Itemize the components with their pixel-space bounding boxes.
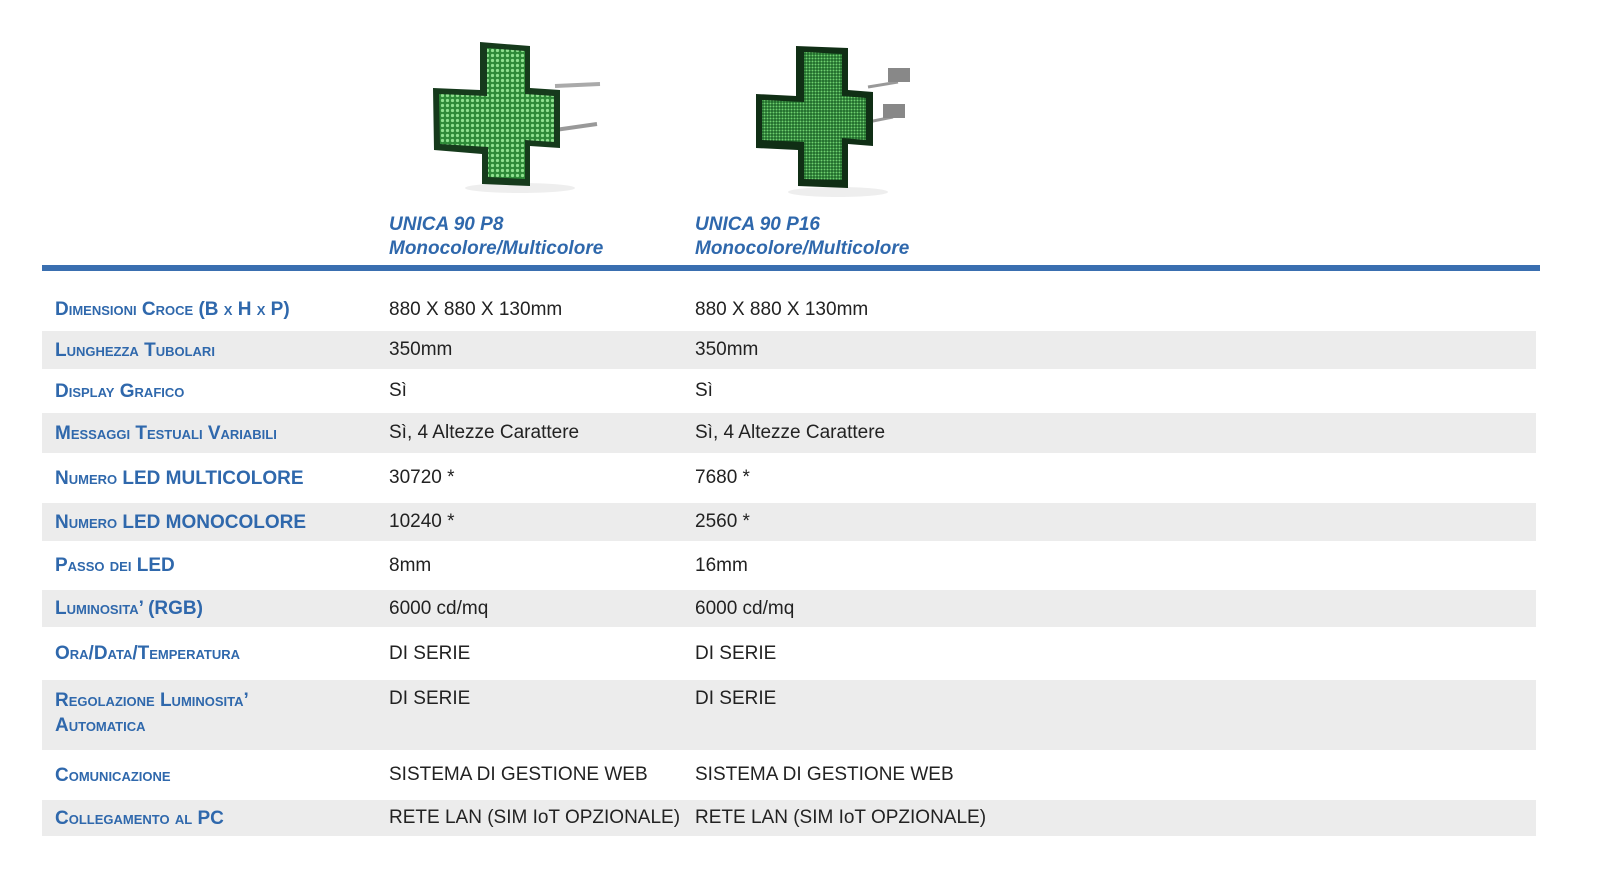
table-row: Numero LED MULTICOLORE 30720 * 7680 * [42,453,1536,503]
spec-table: Dimensioni Croce (B x H x P) 880 X 880 X … [42,288,1536,836]
value-p16: SISTEMA DI GESTIONE WEB [695,764,954,785]
row-label: Ora/Data/Temperatura [55,643,240,664]
value-p8: 30720 * [389,467,455,488]
value-p8: 8mm [389,554,432,576]
led-cross-p16-image [756,46,910,197]
value-p8: RETE LAN (SIM IoT OPZIONALE) [389,807,681,828]
value-p16: 6000 cd/mq [695,597,795,619]
table-row: Comunicazione SISTEMA DI GESTIONE WEB SIST… [42,750,1536,800]
table-row: Display Grafico Sì Sì [42,369,1536,413]
row-label: Comunicazione [55,764,171,786]
table-row: Regolazione Luminosita’ Automatica DI SER… [42,680,1536,750]
row-label: Numero LED MULTICOLORE [55,467,304,489]
row-label: Passo dei LED [55,555,175,576]
value-p8: 6000 cd/mq [389,597,489,619]
led-cross-p8-image [433,42,601,193]
product-header-p8: UNICA 90 P8 Monocolore/Multicolore [389,213,603,261]
value-p8: 350mm [389,339,453,360]
product-header-p16: UNICA 90 P16 Monocolore/Multicolore [695,213,909,261]
row-label: Luminosita’ (RGB) [55,598,203,619]
product-name: UNICA 90 P16 [695,214,820,235]
header-divider [42,265,1540,271]
value-p16: RETE LAN (SIM IoT OPZIONALE) [695,807,987,828]
table-row: Luminosita’ (RGB) 6000 cd/mq 6000 cd/mq [42,590,1536,627]
value-p8: Sì [389,380,407,401]
value-p16: DI SERIE [695,642,777,664]
value-p16: 16mm [695,554,748,576]
row-label: Numero LED MONOCOLORE [55,511,307,533]
value-p16: 880 X 880 X 130mm [695,298,869,320]
row-label: Dimensioni Croce (B x H x P) [55,299,290,320]
row-label: Messaggi Testuali Variabili [55,422,277,444]
table-row: Collegamento al PC RETE LAN (SIM IoT OPZI… [42,800,1536,836]
value-p8: DI SERIE [389,688,471,709]
value-p8: 880 X 880 X 130mm [389,298,563,320]
value-p16: 7680 * [695,467,750,488]
value-p8: 10240 * [389,511,455,532]
row-label: Collegamento al PC [55,807,224,829]
value-p8: Sì, 4 Altezze Carattere [389,422,580,443]
row-label: Display Grafico [55,380,185,402]
value-p8: SISTEMA DI GESTIONE WEB [389,764,648,785]
table-row: Dimensioni Croce (B x H x P) 880 X 880 X … [42,288,1536,331]
table-row: Numero LED MONOCOLORE 10240 * 2560 * [42,503,1536,541]
table-row: Messaggi Testuali Variabili Sì, 4 Altezze… [42,413,1536,453]
product-subtitle: Monocolore/Multicolore [695,238,910,259]
value-p16: 350mm [695,339,759,360]
value-p16: Sì [695,380,713,401]
value-p16: DI SERIE [695,688,777,709]
table-row: Lunghezza Tubolari 350mm 350mm [42,331,1536,369]
value-p16: 2560 * [695,511,750,532]
value-p16: Sì, 4 Altezze Carattere [695,422,886,443]
row-label: Lunghezza Tubolari [55,339,215,361]
product-subtitle: Monocolore/Multicolore [389,238,604,259]
row-label: Regolazione Luminosita’ Automatica [55,690,248,736]
product-name: UNICA 90 P8 [389,214,504,235]
value-p8: DI SERIE [389,642,471,664]
table-row: Ora/Data/Temperatura DI SERIE DI SERIE [42,627,1536,680]
table-row: Passo dei LED 8mm 16mm [42,541,1536,590]
